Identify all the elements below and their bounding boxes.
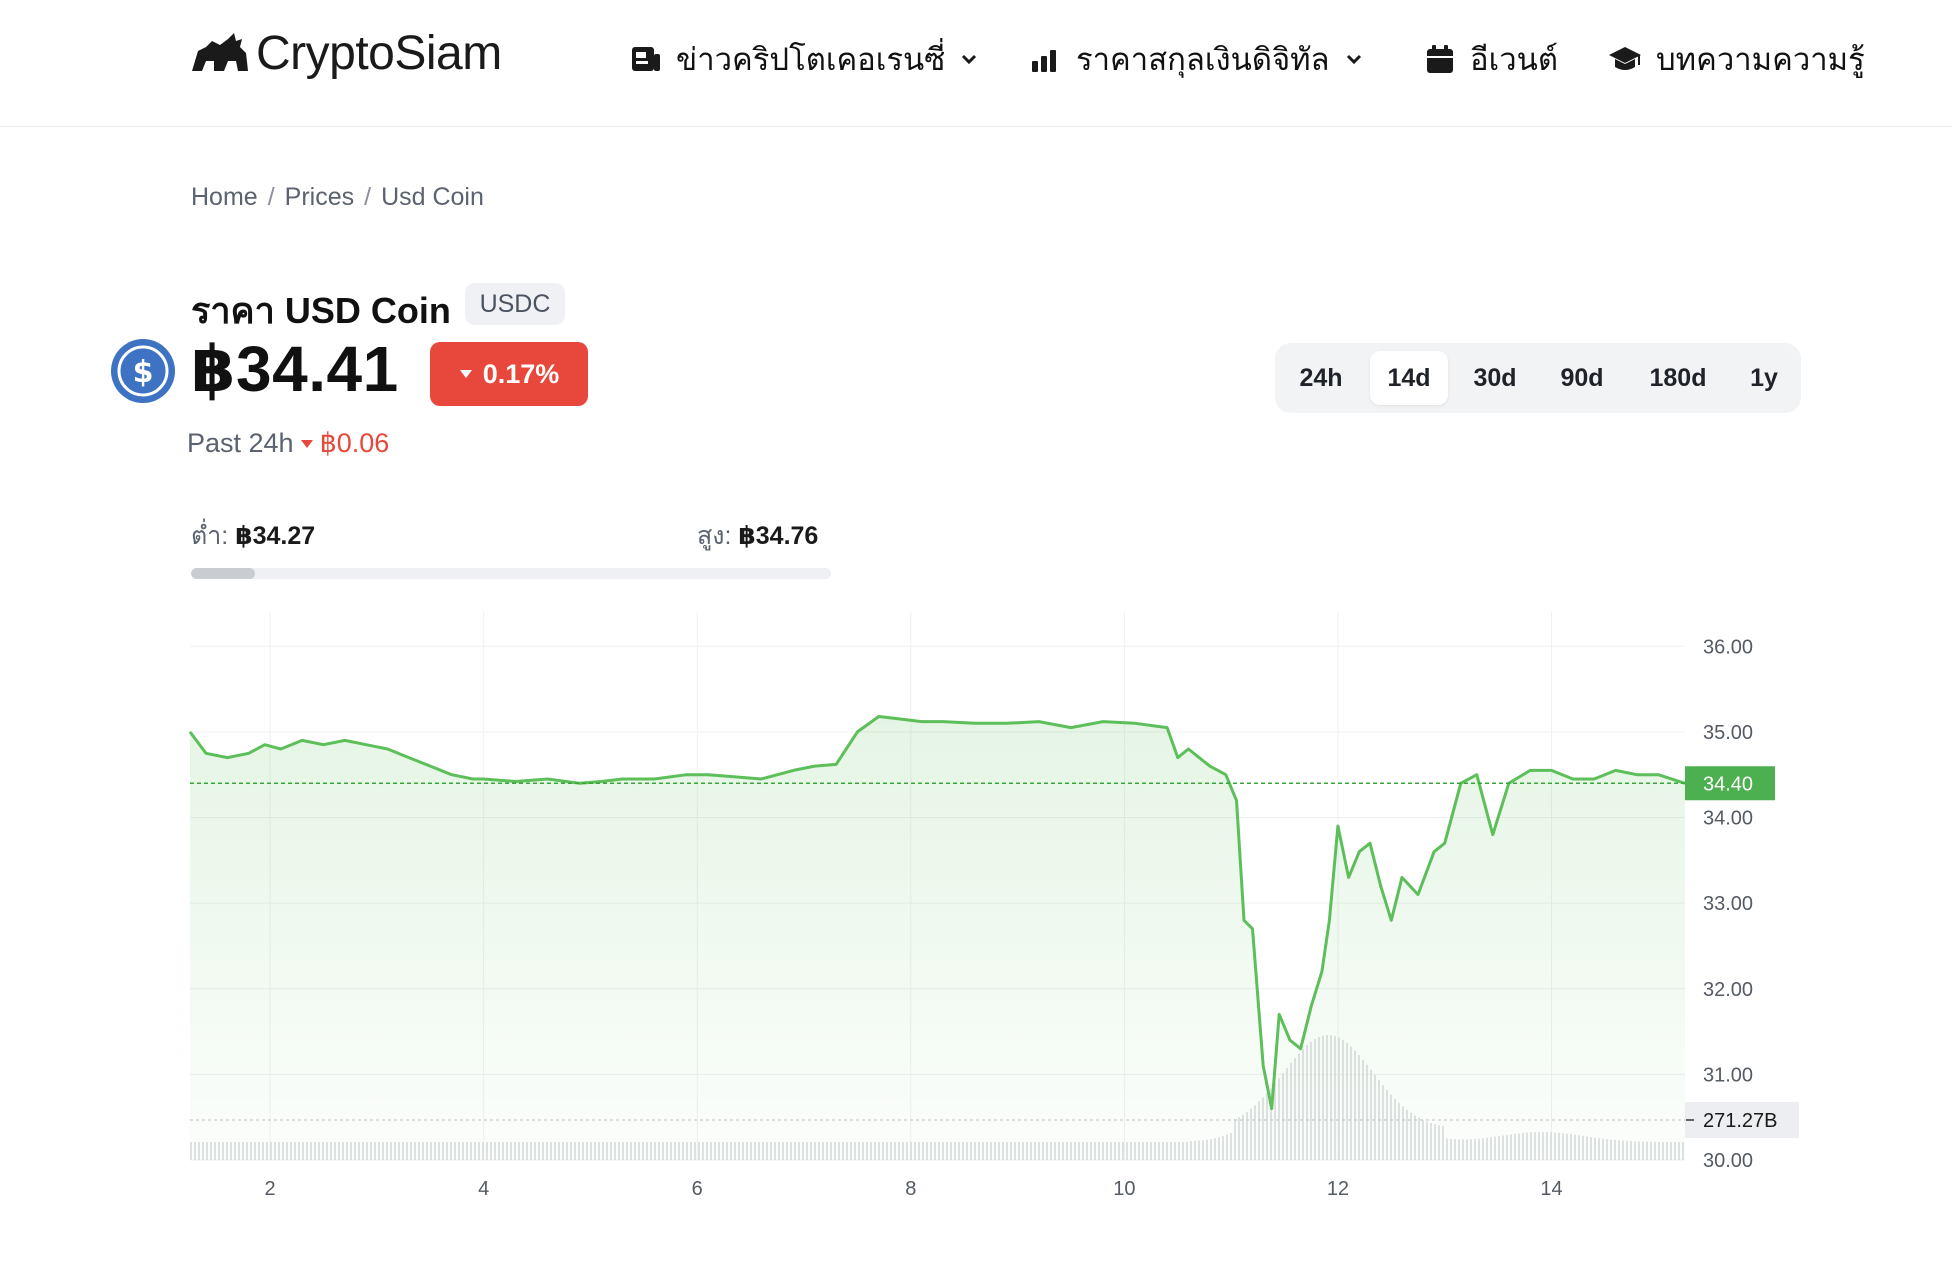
x-tick-label: 8 xyxy=(905,1178,916,1200)
x-tick-label: 14 xyxy=(1540,1178,1562,1200)
price-area xyxy=(190,716,1685,1160)
logo-text: CryptoSiam xyxy=(256,27,502,80)
logo[interactable]: CryptoSiam xyxy=(190,26,502,81)
y-tick-label: 34.00 xyxy=(1703,808,1753,830)
y-tick-label: 31.00 xyxy=(1703,1064,1753,1086)
nav-events[interactable]: อีเวนต์ xyxy=(1424,34,1558,84)
current-price-label: 34.40 xyxy=(1703,773,1753,795)
price-change-badge: 0.17% xyxy=(430,342,588,406)
news-icon xyxy=(632,47,660,71)
price-line xyxy=(188,715,1686,1111)
nav-news[interactable]: ข่าวคริปโตเคอเรนซี่ xyxy=(630,34,979,84)
range-low: ต่ำ: ฿34.27 xyxy=(191,516,315,556)
breadcrumb: Home / Prices / Usd Coin xyxy=(191,183,484,212)
breadcrumb-prices[interactable]: Prices xyxy=(284,183,355,211)
tab-180d[interactable]: 180d xyxy=(1649,363,1707,392)
x-tick-label: 12 xyxy=(1327,1178,1349,1200)
breadcrumb-current: Usd Coin xyxy=(381,183,484,211)
nav-articles[interactable]: บทความความรู้ xyxy=(1608,34,1865,84)
range-bar-fill xyxy=(191,568,255,579)
site-header: CryptoSiam ข่าวคริปโตเคอเรนซี่ ราคาสกุลเ… xyxy=(0,0,1952,127)
current-price: ฿34.41 xyxy=(191,333,399,405)
breadcrumb-separator: / xyxy=(364,183,372,211)
nav-events-label: อีเวนต์ xyxy=(1470,42,1558,77)
range-low-value: ฿34.27 xyxy=(235,522,316,550)
volume-label-bg xyxy=(1685,1102,1799,1138)
x-tick-label: 4 xyxy=(478,1178,489,1200)
past-24h-label: Past 24h xyxy=(187,428,294,458)
graduation-cap-icon xyxy=(1609,47,1641,70)
ticker-badge: USDC xyxy=(465,283,565,325)
volume-label: 271.27B xyxy=(1703,1110,1778,1132)
tab-24h[interactable]: 24h xyxy=(1299,363,1343,392)
timeframe-tabs: 24h 14d 30d 90d 180d 1y xyxy=(1275,343,1801,413)
past-24h-change: Past 24h ฿0.06 xyxy=(187,428,389,459)
chevron-down-icon xyxy=(962,54,977,65)
nav-prices-label: ราคาสกุลเงินดิจิทัล xyxy=(1076,42,1330,77)
page-title: ราคา USD Coin xyxy=(191,290,451,331)
chart-labels: 34.40 271.27B xyxy=(1685,766,1799,1138)
y-tick-label: 30.00 xyxy=(1703,1150,1753,1172)
breadcrumb-separator: / xyxy=(267,183,275,211)
price-change-percent: 0.17% xyxy=(482,358,560,389)
triangle-down-icon xyxy=(300,439,313,448)
usdc-coin-icon: $ xyxy=(111,339,175,403)
y-tick-label: 32.00 xyxy=(1703,979,1753,1001)
breadcrumb-home[interactable]: Home xyxy=(191,183,258,211)
y-tick-label: 36.00 xyxy=(1703,636,1753,658)
range-low-label: ต่ำ: xyxy=(191,522,229,550)
current-price-label-bg xyxy=(1685,766,1775,801)
range-bar xyxy=(191,568,831,579)
triangle-down-icon xyxy=(459,370,472,378)
range-high: สูง: ฿34.76 xyxy=(697,516,818,556)
svg-text:$: $ xyxy=(133,355,154,390)
x-tick-label: 10 xyxy=(1113,1178,1135,1200)
y-tick-label: 33.00 xyxy=(1703,893,1753,915)
price-chart[interactable]: 36.00 35.00 34.00 33.00 32.00 31.00 30.00 2 4 6 8… xyxy=(0,600,1952,1220)
bull-logo-icon xyxy=(192,32,248,71)
tab-1y[interactable]: 1y xyxy=(1750,363,1778,392)
x-axis: 2 4 6 8 10 12 14 xyxy=(265,1178,1563,1200)
x-tick-label: 2 xyxy=(265,1178,276,1200)
range-high-label: สูง: xyxy=(697,522,732,550)
nav-articles-label: บทความความรู้ xyxy=(1656,42,1865,77)
tab-30d[interactable]: 30d xyxy=(1473,363,1517,392)
calendar-icon xyxy=(1427,45,1453,73)
range-high-value: ฿34.76 xyxy=(738,522,819,550)
tab-14d[interactable]: 14d xyxy=(1370,351,1448,405)
bar-chart-icon xyxy=(1032,50,1056,72)
x-tick-label: 6 xyxy=(692,1178,703,1200)
nav-news-label: ข่าวคริปโตเคอเรนซี่ xyxy=(676,42,946,77)
chevron-down-icon xyxy=(1346,54,1361,65)
y-tick-label: 35.00 xyxy=(1703,722,1753,744)
y-axis: 36.00 35.00 34.00 33.00 32.00 31.00 30.00 xyxy=(1703,636,1753,1172)
tab-90d[interactable]: 90d xyxy=(1560,363,1604,392)
nav-prices[interactable]: ราคาสกุลเงินดิจิทัล xyxy=(1030,34,1364,84)
past-24h-value: ฿0.06 xyxy=(319,428,390,458)
